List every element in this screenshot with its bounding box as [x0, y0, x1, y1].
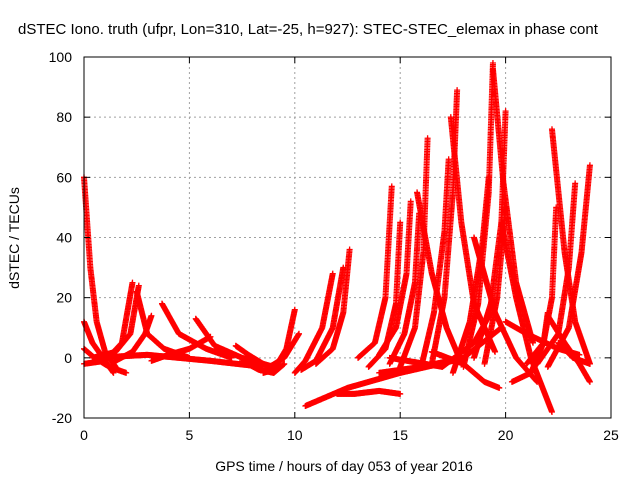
plus-marker — [148, 312, 155, 319]
plus-marker — [129, 279, 136, 286]
plus-marker — [346, 246, 353, 253]
data-track — [89, 282, 142, 361]
data-track — [158, 300, 235, 361]
plus-marker — [135, 282, 142, 289]
chart-title: dSTEC Iono. truth (ufpr, Lon=310, Lat=-2… — [18, 21, 599, 38]
data-points — [81, 60, 593, 415]
plus-marker — [123, 369, 130, 376]
data-track — [312, 246, 353, 367]
data-track — [81, 174, 119, 370]
